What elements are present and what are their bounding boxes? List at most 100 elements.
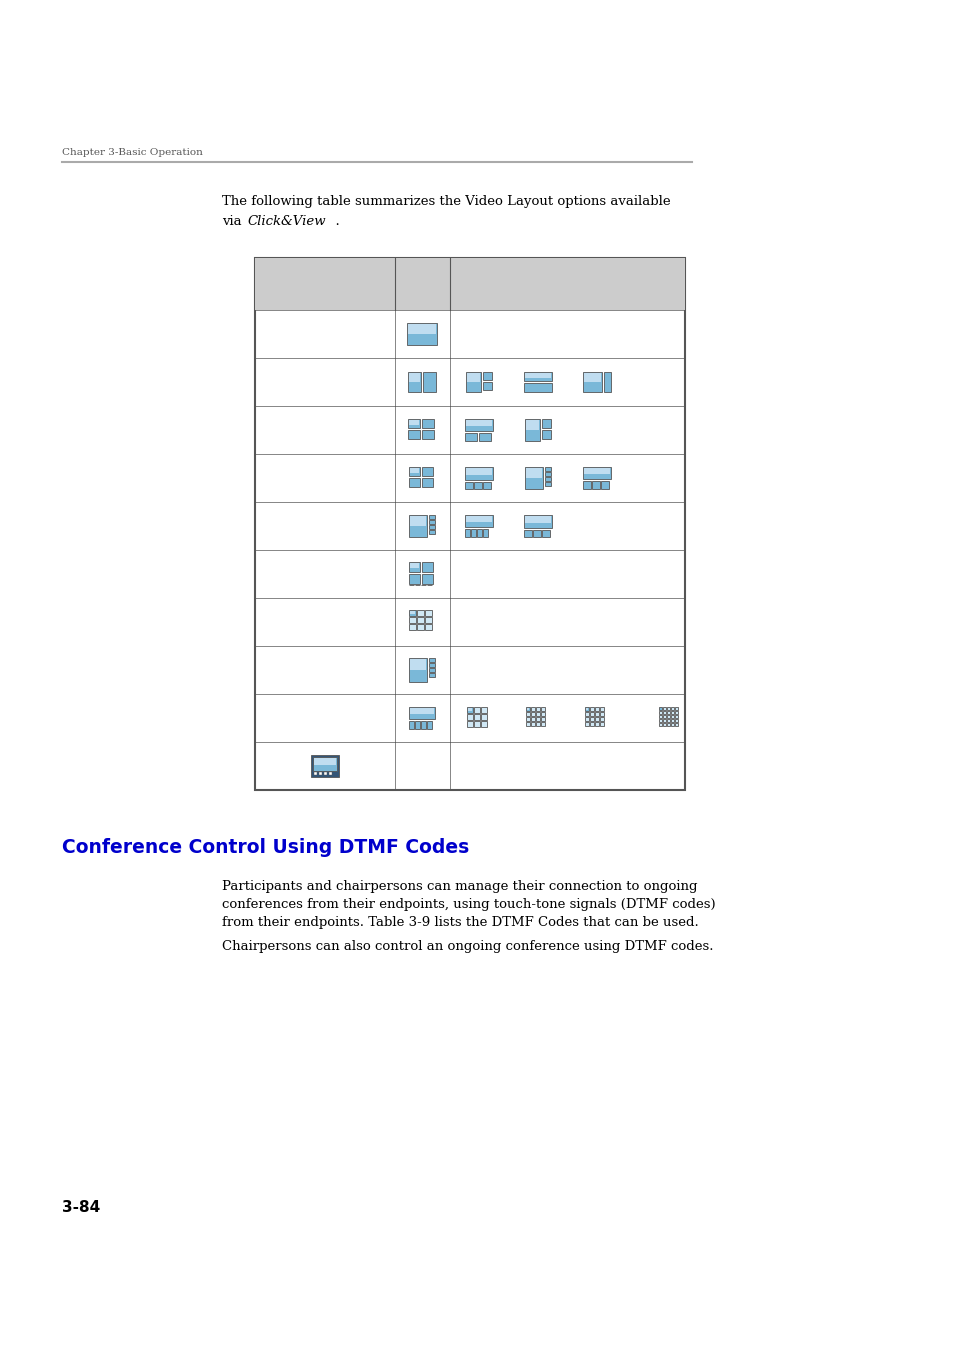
Bar — [540, 722, 544, 726]
Bar — [483, 482, 491, 489]
Bar — [524, 373, 551, 378]
Bar — [422, 467, 433, 477]
Bar — [595, 707, 598, 711]
Bar — [523, 373, 552, 381]
Bar — [674, 711, 678, 714]
Bar — [314, 772, 316, 775]
Bar — [465, 529, 470, 537]
Bar — [583, 373, 600, 382]
Bar — [481, 714, 487, 720]
Bar — [474, 707, 480, 713]
Bar — [429, 531, 435, 535]
Bar — [329, 772, 332, 775]
Bar — [421, 721, 426, 729]
Bar — [525, 707, 530, 711]
Bar — [600, 481, 608, 489]
Bar — [670, 716, 673, 718]
Bar — [417, 624, 424, 630]
Text: Click&View: Click&View — [247, 215, 325, 228]
Bar — [523, 383, 552, 392]
Bar — [523, 514, 552, 528]
Bar — [544, 467, 551, 471]
Bar — [423, 373, 436, 391]
Bar — [523, 531, 532, 537]
Bar — [541, 431, 551, 439]
Bar — [466, 420, 492, 427]
Bar — [536, 707, 539, 711]
Bar — [408, 418, 420, 428]
Bar — [410, 563, 419, 568]
Bar — [589, 722, 594, 726]
Bar — [584, 717, 588, 721]
Bar — [599, 707, 603, 711]
Bar — [409, 514, 427, 537]
Bar — [409, 657, 427, 682]
Bar — [467, 714, 473, 720]
Bar — [662, 716, 665, 718]
Bar — [254, 258, 684, 790]
Bar — [662, 724, 665, 726]
Bar — [536, 722, 539, 726]
Bar — [409, 707, 435, 720]
Bar — [409, 624, 416, 630]
Text: Participants and chairpersons can manage their connection to ongoing: Participants and chairpersons can manage… — [222, 880, 697, 892]
Bar — [670, 707, 673, 710]
Bar — [584, 711, 588, 716]
Bar — [409, 373, 420, 382]
Bar — [429, 514, 435, 518]
Bar — [476, 529, 482, 537]
Bar — [314, 757, 335, 765]
Bar — [429, 657, 435, 661]
Bar — [466, 468, 492, 474]
Bar — [659, 716, 661, 718]
Bar — [468, 707, 472, 711]
Bar — [659, 720, 661, 722]
Bar — [416, 721, 420, 729]
Bar — [429, 663, 435, 667]
Bar — [409, 610, 416, 616]
Bar — [417, 617, 424, 622]
Text: Conference Control Using DTMF Codes: Conference Control Using DTMF Codes — [62, 838, 469, 857]
Bar — [467, 721, 473, 728]
Bar — [659, 711, 661, 714]
Bar — [467, 373, 480, 382]
Bar — [409, 721, 414, 729]
Bar — [666, 707, 669, 710]
Bar — [666, 711, 669, 714]
Bar — [410, 659, 426, 670]
Bar — [474, 482, 482, 489]
Bar — [410, 707, 434, 714]
Bar — [599, 711, 603, 716]
Bar — [483, 382, 492, 390]
Bar — [481, 721, 487, 728]
Bar — [541, 418, 551, 428]
Bar — [674, 707, 678, 710]
Bar — [409, 562, 420, 572]
Text: The following table summarizes the Video Layout options available: The following table summarizes the Video… — [222, 194, 670, 208]
Bar — [311, 755, 338, 778]
Bar — [408, 324, 436, 333]
Bar — [427, 721, 432, 729]
Bar — [474, 721, 480, 728]
Bar — [584, 707, 588, 711]
Bar — [465, 467, 493, 481]
Bar — [410, 468, 419, 472]
Bar — [422, 431, 434, 439]
Bar — [474, 714, 480, 720]
Text: .: . — [327, 215, 339, 228]
Bar — [409, 617, 416, 622]
Bar — [525, 468, 541, 478]
Bar — [422, 574, 433, 585]
Bar — [595, 711, 598, 716]
Bar — [659, 724, 661, 726]
Text: 3-84: 3-84 — [62, 1200, 100, 1215]
Bar — [409, 420, 419, 424]
Bar — [541, 531, 550, 537]
Bar — [525, 722, 530, 726]
Bar — [544, 477, 551, 481]
Bar — [591, 481, 599, 489]
Bar — [531, 707, 535, 711]
Bar — [666, 720, 669, 722]
Bar — [429, 520, 435, 524]
Bar — [666, 716, 669, 718]
